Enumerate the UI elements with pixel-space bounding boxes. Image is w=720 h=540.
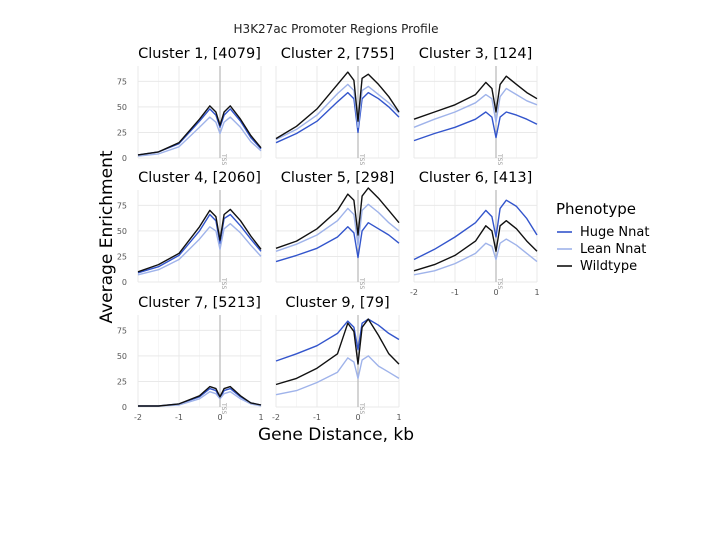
series-line-huge-nnat [137, 108, 262, 156]
y-tick-label: 0 [122, 278, 127, 287]
y-tick-label: 50 [117, 103, 127, 112]
y-tick-label: 75 [117, 326, 127, 335]
x-tick-label: -1 [175, 413, 183, 422]
series-line-huge-nnat [413, 199, 538, 261]
x-tick-label: 0 [355, 413, 360, 422]
x-tick-label: 1 [396, 413, 401, 422]
panel-title: Cluster 6, [413] [419, 170, 533, 186]
panel-title: Cluster 4, [2060] [138, 170, 261, 186]
x-tick-label: 1 [534, 288, 539, 297]
tss-label: TSS [220, 153, 227, 165]
panel-title: Cluster 2, [755] [281, 46, 395, 62]
y-tick-label: 75 [117, 201, 127, 210]
panel-7: TSS Cluster 7, [5213] 0 25 50 75 -2 -1 0 1 [117, 295, 264, 422]
tss-label: TSS [358, 402, 365, 414]
panel-4: TSS Cluster 4, [2060] 0 25 50 75 [117, 170, 262, 289]
x-tick-label: 0 [493, 288, 498, 297]
panel-3: TSS Cluster 3, [124] [413, 46, 538, 165]
series-line-wildtype [275, 318, 400, 386]
panel-title: Cluster 1, [4079] [138, 46, 261, 62]
series-line-wildtype [137, 208, 262, 273]
legend: Phenotype Huge Nnat Lean Nnat Wildtype [556, 200, 649, 274]
tss-label: TSS [358, 277, 365, 289]
legend-entry-huge-nnat: Huge Nnat [580, 225, 649, 240]
tss-label: TSS [496, 277, 503, 289]
series-line-lean-nnat [413, 87, 538, 128]
y-axis-label: Average Enrichment [97, 150, 117, 323]
legend-entry-wildtype: Wildtype [580, 259, 637, 274]
series-line-huge-nnat [275, 91, 400, 144]
y-tick-label: 0 [122, 154, 127, 163]
series-line-lean-nnat [137, 116, 262, 157]
x-axis-label: Gene Distance, kb [258, 425, 414, 445]
panel-title: Cluster 5, [298] [281, 170, 395, 186]
panel-title: Cluster 9, [79] [285, 295, 389, 311]
panel-1: TSS Cluster 1, [4079] 0 25 50 75 [117, 46, 262, 165]
tss-label: TSS [358, 153, 365, 165]
y-tick-label: 50 [117, 227, 127, 236]
series-line-huge-nnat [413, 111, 538, 142]
series-line-wildtype [413, 75, 538, 120]
series-line-wildtype [275, 71, 400, 140]
x-tick-label: -2 [134, 413, 142, 422]
x-tick-label: -1 [451, 288, 459, 297]
series-line-lean-nnat [137, 223, 262, 276]
x-tick-label: -2 [272, 413, 280, 422]
legend-title: Phenotype [556, 200, 636, 218]
series-line-lean-nnat [275, 83, 400, 141]
series-line-wildtype [275, 187, 400, 249]
y-tick-label: 25 [117, 377, 127, 386]
x-tick-label: 0 [217, 413, 222, 422]
x-tick-label: -2 [410, 288, 418, 297]
series-line-huge-nnat [275, 222, 400, 263]
panel-title: Cluster 7, [5213] [138, 295, 261, 311]
y-tick-label: 25 [117, 128, 127, 137]
tss-label: TSS [220, 402, 227, 414]
series-line-lean-nnat [138, 391, 262, 407]
x-tick-label: -1 [313, 413, 321, 422]
tss-label: TSS [220, 277, 227, 289]
series-line-lean-nnat [275, 355, 400, 396]
y-tick-label: 25 [117, 252, 127, 261]
y-tick-label: 0 [122, 403, 127, 412]
y-tick-label: 75 [117, 77, 127, 86]
y-tick-label: 50 [117, 352, 127, 361]
x-tick-label: 1 [258, 413, 263, 422]
panel-6: TSS Cluster 6, [413] -2 -1 0 1 [410, 170, 540, 297]
series-line-huge-nnat [275, 318, 400, 362]
series-line-wildtype [138, 385, 262, 407]
legend-entry-lean-nnat: Lean Nnat [580, 242, 646, 257]
panel-title: Cluster 3, [124] [419, 46, 533, 62]
series-line-wildtype [413, 220, 538, 272]
panel-5: TSS Cluster 5, [298] [275, 170, 400, 289]
series-line-wildtype [137, 105, 262, 156]
panel-2: TSS Cluster 2, [755] [275, 46, 400, 165]
panel-8: TSS Cluster 9, [79] -2 -1 0 1 [272, 295, 402, 422]
series-line-lean-nnat [275, 203, 400, 252]
chart-title: H3K27ac Promoter Regions Profile [234, 22, 439, 36]
facet-panels: TSS Cluster 1, [4079] 0 25 50 75 TSS Cluster 2,… [117, 46, 540, 422]
series-line-lean-nnat [413, 238, 538, 276]
tss-label: TSS [496, 153, 503, 165]
